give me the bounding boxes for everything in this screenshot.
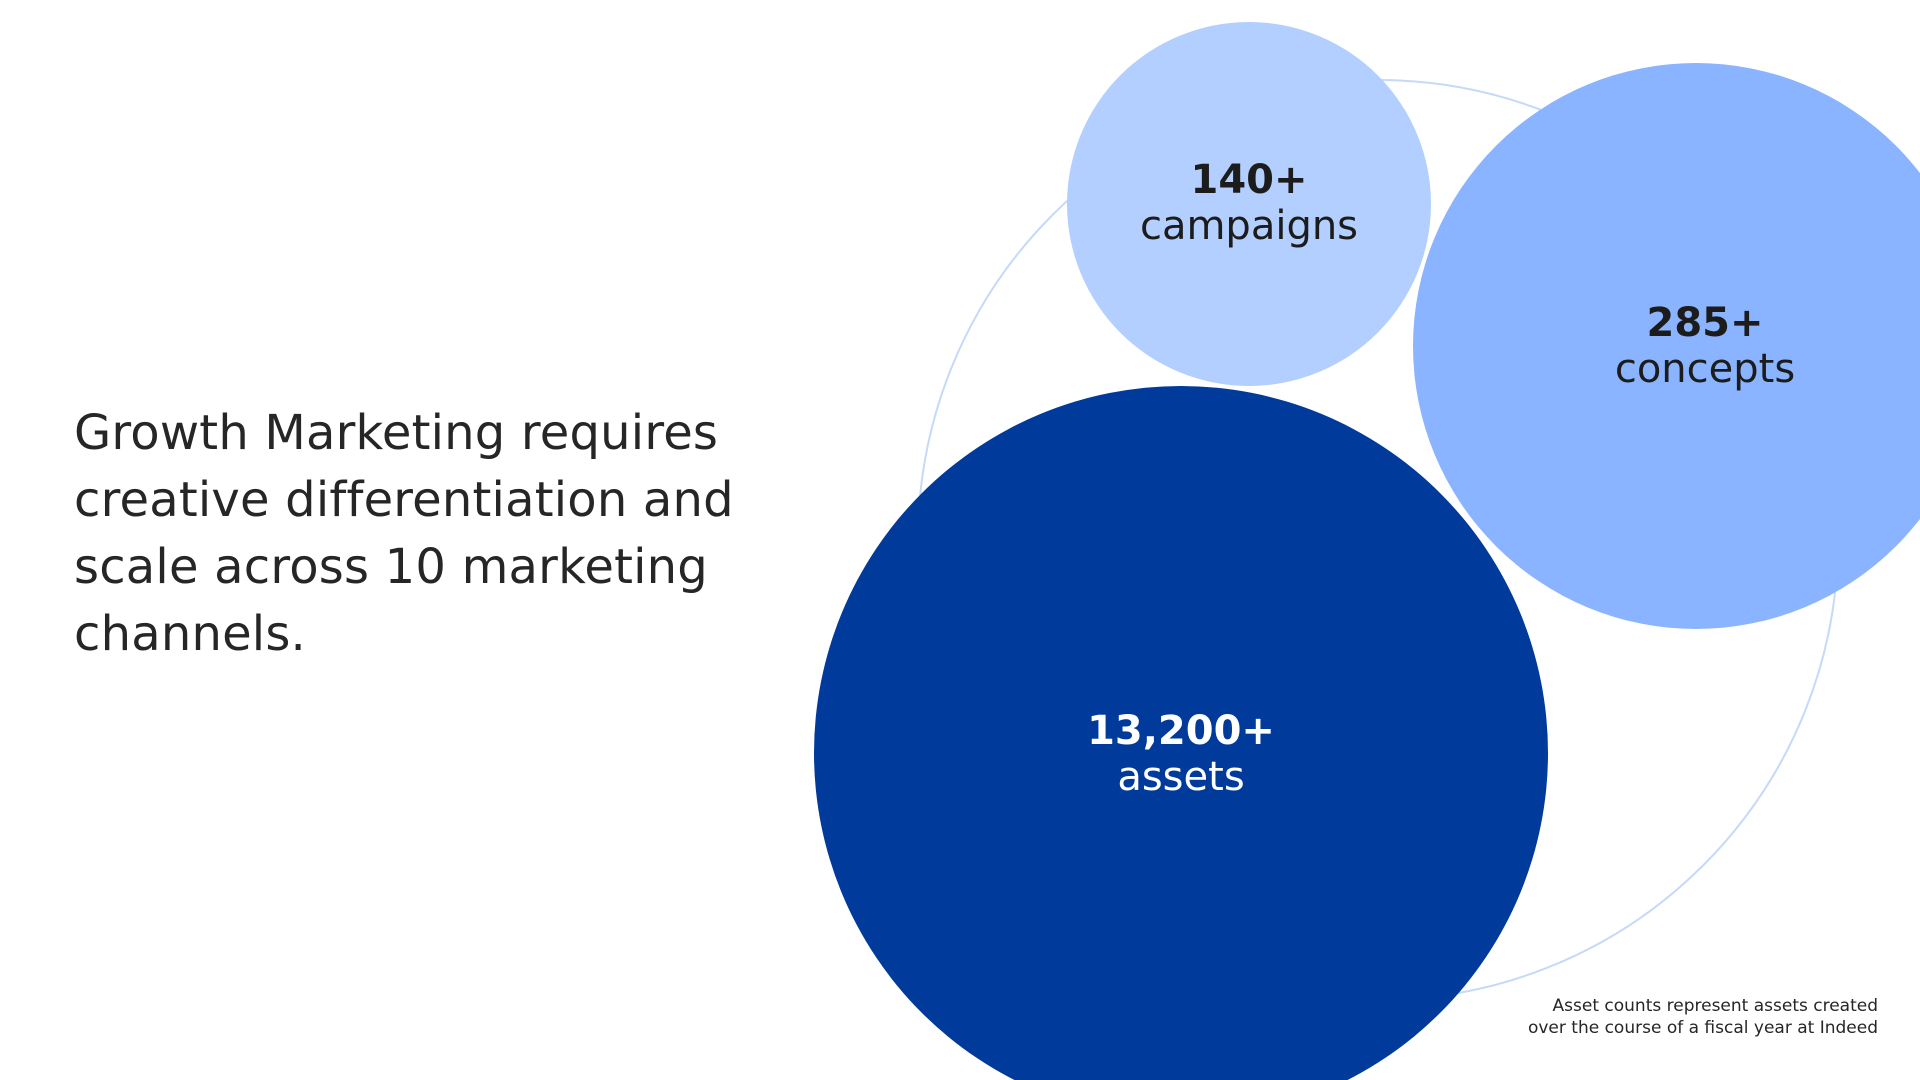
assets-value: 13,200+ (1087, 708, 1275, 754)
concepts-unit: concepts (1614, 346, 1796, 392)
footnote: Asset counts represent assets created ov… (1458, 995, 1878, 1039)
campaigns-unit: campaigns (1139, 203, 1359, 249)
headline-line-1: Growth Marketing requires (74, 405, 719, 461)
concepts-label: 285+ concepts (1505, 300, 1905, 392)
assets-label: 13,200+ assets (981, 708, 1381, 800)
headline-line-2: creative differentiation and (74, 472, 734, 528)
footnote-line-2: over the course of a fiscal year at Inde… (1527, 1018, 1878, 1038)
concepts-bubble (1413, 63, 1920, 629)
headline-line-3: scale across 10 marketing (74, 539, 708, 595)
assets-unit: assets (1117, 754, 1245, 800)
footnote-line-1: Asset counts represent assets created (1552, 996, 1878, 1016)
assets-bubble (814, 386, 1548, 1080)
campaigns-bubble (1067, 22, 1431, 386)
concepts-value: 285+ (1646, 300, 1764, 346)
headline: Growth Marketing requires creative diffe… (74, 400, 794, 668)
headline-line-4: channels. (74, 606, 307, 662)
campaigns-value: 140+ (1190, 157, 1308, 203)
campaigns-label: 140+ campaigns (1049, 157, 1449, 249)
